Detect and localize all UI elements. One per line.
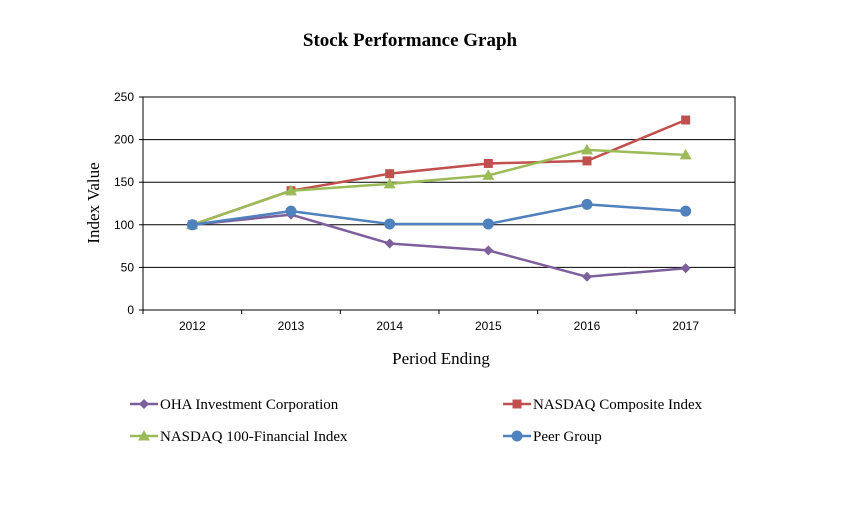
series-line-nasdaq-100-financial-index [191, 148, 686, 226]
plot-area: 0 50 100 150 200 250 2012 2013 2014 2015 2016 2017 [114, 90, 736, 333]
legend-label-oha-investment-corporation: OHA Investment Corporation [160, 397, 339, 413]
plot-border [142, 96, 736, 311]
x-tick-label-2015: 2015 [475, 319, 502, 333]
point-oha-investment-corporation-2016 [582, 271, 592, 282]
point-nasdaq-composite-index-2014 [385, 169, 395, 179]
y-tick-label-200: 200 [114, 133, 134, 147]
point-nasdaq-100-financial-index-2016 [581, 143, 593, 155]
series-line-nasdaq-composite-index [191, 118, 687, 226]
legend-label-nasdaq-composite-index: NASDAQ Composite Index [533, 397, 703, 413]
y-tick-label-50: 50 [121, 260, 135, 274]
point-peer-group-2015 [482, 218, 494, 230]
point-peer-group-2017 [680, 205, 692, 217]
point-peer-group-2013 [285, 205, 297, 217]
point-nasdaq-100-financial-index-2017 [679, 148, 692, 160]
x-tick-label-2012: 2012 [179, 319, 206, 333]
series-line-peer-group [192, 203, 686, 227]
legend-marker-nasdaq-composite-index [512, 399, 522, 409]
legend-marker-oha-investment-corporation [139, 399, 149, 409]
point-nasdaq-composite-index-2015 [483, 158, 493, 168]
point-nasdaq-100-financial-index-2014 [383, 177, 396, 189]
legend-marker-nasdaq-100-financial-index [138, 430, 150, 441]
point-oha-investment-corporation-2017 [680, 263, 691, 274]
y-tick-label-100: 100 [114, 218, 134, 232]
point-peer-group-2012 [186, 219, 198, 231]
x-tick-label-2016: 2016 [574, 319, 601, 333]
legend-marker-peer-group [511, 430, 523, 442]
point-peer-group-2016 [581, 198, 593, 210]
chart-title: Stock Performance Graph [303, 30, 518, 51]
series-line-oha-investment-corporation [192, 213, 686, 279]
point-nasdaq-100-financial-index-2015 [482, 169, 495, 180]
legend-label-peer-group: Peer Group [533, 429, 602, 445]
point-peer-group-2014 [384, 218, 396, 230]
point-oha-investment-corporation-2015 [483, 245, 494, 256]
x-tick-label-2014: 2014 [376, 319, 403, 333]
y-tick-label-0: 0 [127, 303, 134, 317]
y-tick-label-150: 150 [114, 175, 134, 189]
point-nasdaq-composite-index-2016 [582, 156, 592, 166]
point-nasdaq-composite-index-2017 [681, 115, 691, 125]
x-axis-label: Period Ending [392, 349, 490, 368]
x-tick-label-2013: 2013 [278, 319, 305, 333]
point-nasdaq-100-financial-index-2013 [285, 184, 297, 196]
y-tick-label-250: 250 [114, 90, 134, 104]
y-axis-label: Index Value [84, 162, 103, 243]
legend-label-nasdaq-100-financial-index: NASDAQ 100-Financial Index [160, 429, 348, 445]
point-oha-investment-corporation-2014 [384, 238, 395, 249]
legend: OHA Investment Corporation NASDAQ Composi… [130, 397, 703, 445]
x-tick-label-2017: 2017 [672, 319, 699, 333]
